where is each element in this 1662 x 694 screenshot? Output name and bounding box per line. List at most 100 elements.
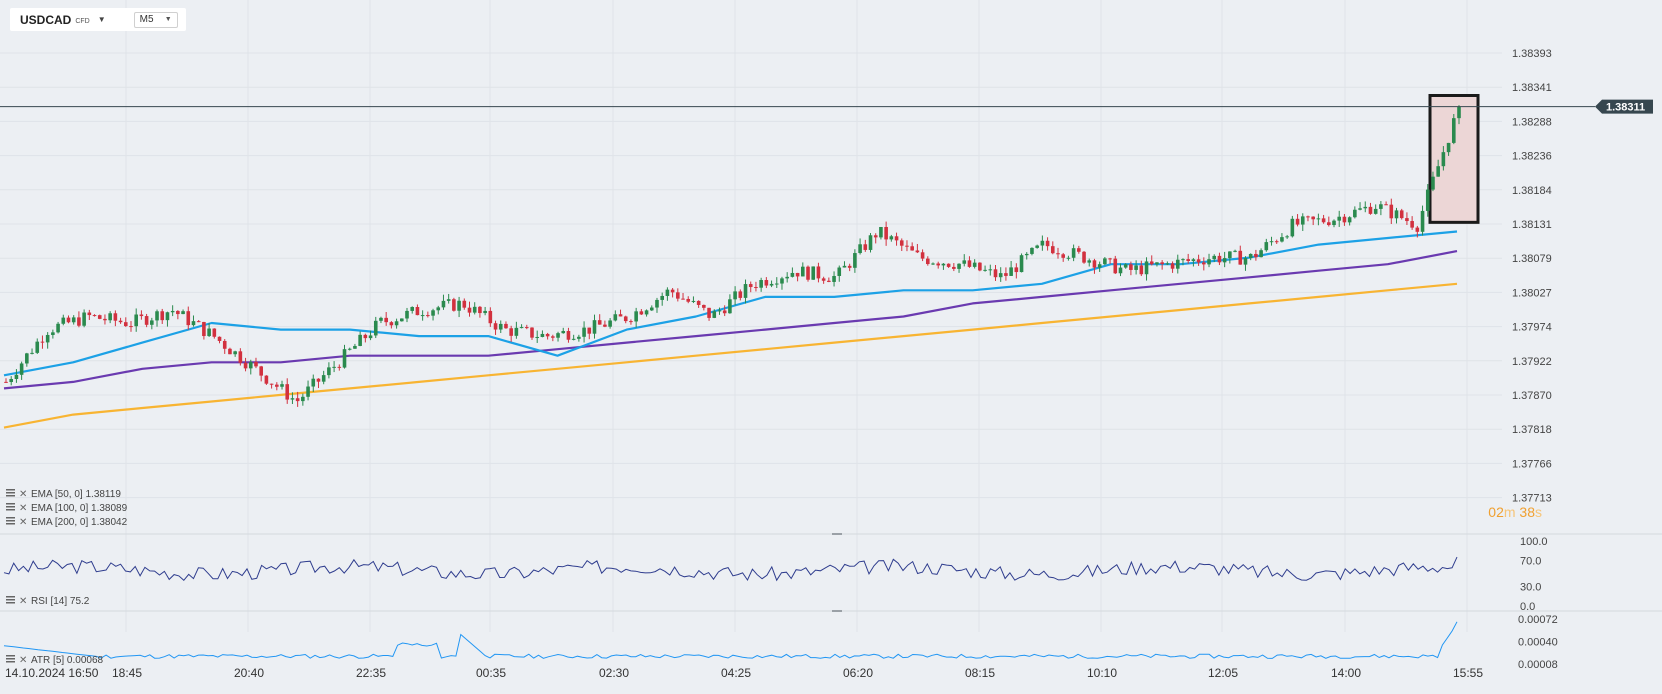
price-tick-label: 1.38341	[1512, 82, 1552, 94]
price-tick-label: 1.38027	[1512, 287, 1552, 299]
candle-body	[316, 378, 321, 382]
candle-body	[884, 226, 888, 240]
countdown-minutes-unit: m	[1503, 504, 1516, 520]
candle-body	[988, 269, 993, 271]
timeframe-select[interactable]: M5 ▼	[133, 11, 178, 28]
candle-body	[1045, 240, 1050, 247]
candle-body	[327, 367, 331, 376]
rsi-tick-label: 100.0	[1520, 536, 1548, 548]
indicator-legend-label: ATR [5] 0.00068	[31, 655, 104, 666]
menu-icon	[6, 523, 15, 525]
candle-body	[1342, 216, 1347, 223]
candle-body	[592, 320, 597, 334]
atr-tick-label: 0.00072	[1518, 614, 1558, 626]
candle-body	[1363, 206, 1368, 209]
candle-body	[535, 336, 540, 338]
candle-body	[139, 314, 144, 317]
candle-body	[728, 299, 732, 314]
candle-body	[1217, 255, 1222, 263]
candle-body	[478, 306, 482, 314]
rsi-tick-label: 0.0	[1520, 601, 1535, 613]
candle-body	[1280, 237, 1284, 242]
menu-icon	[6, 599, 15, 601]
candle-body	[1144, 261, 1149, 275]
price-tick-label: 1.38393	[1512, 48, 1552, 60]
candle-body	[280, 384, 284, 387]
candle-body	[936, 263, 941, 266]
close-icon: ✕	[19, 655, 27, 666]
candle-body	[1285, 236, 1289, 238]
candle-body	[1066, 257, 1071, 259]
price-tick-label: 1.38184	[1512, 185, 1552, 197]
menu-icon	[6, 602, 15, 604]
candle-body	[415, 307, 420, 316]
candle-body	[748, 284, 753, 288]
candle-body	[733, 291, 737, 300]
candle-body	[405, 310, 409, 319]
candle-body	[587, 327, 592, 334]
candle-body	[743, 284, 748, 298]
candle-body	[1134, 265, 1138, 270]
time-tick-label: 04:25	[721, 666, 751, 680]
time-tick-label: 08:15	[965, 666, 995, 680]
candle-body	[649, 307, 654, 311]
candle-body	[191, 321, 196, 326]
symbol-selector[interactable]: USDCAD CFD ▼ M5 ▼	[10, 8, 186, 31]
candle-body	[978, 262, 982, 271]
menu-icon	[6, 658, 15, 660]
close-icon: ✕	[19, 596, 27, 607]
indicator-legend-label: EMA [200, 0] 1.38042	[31, 517, 128, 528]
candle-body	[66, 317, 71, 323]
candle-body	[894, 236, 899, 241]
candle-body	[1019, 255, 1024, 273]
candle-body	[233, 351, 237, 355]
chevron-down-icon[interactable]: ▼	[97, 15, 106, 24]
candle-body	[566, 331, 571, 340]
candle-body	[259, 366, 263, 376]
candle-body	[1186, 259, 1190, 261]
time-tick-label: 12:05	[1208, 666, 1238, 680]
candle-body	[25, 353, 29, 364]
candle-body	[1123, 264, 1128, 268]
grid-lines	[0, 0, 1662, 632]
rsi-line	[3, 556, 1458, 582]
candle-body	[217, 336, 222, 341]
candle-body	[972, 262, 977, 267]
candle-body	[670, 289, 675, 293]
time-tick-label: 00:35	[476, 666, 506, 680]
candle-body	[556, 333, 560, 338]
candle-body	[1436, 166, 1440, 177]
candle-body	[571, 338, 576, 340]
candle-body	[946, 263, 951, 267]
candlestick-series	[4, 105, 1461, 407]
candle-body	[957, 263, 961, 269]
candle-body	[1092, 260, 1097, 268]
candle-body	[1165, 263, 1170, 265]
candle-body	[1014, 267, 1019, 273]
candle-body	[1373, 208, 1378, 214]
candle-body	[962, 260, 967, 264]
candle-body	[1191, 259, 1196, 261]
atr-line	[3, 621, 1458, 659]
candle-body	[665, 289, 670, 296]
candle-body	[498, 323, 503, 330]
candle-body	[702, 304, 706, 308]
candle-body	[30, 352, 34, 354]
candle-body	[1347, 217, 1352, 223]
candle-body	[993, 269, 998, 278]
candle-body	[1321, 218, 1326, 223]
candle-body	[181, 311, 185, 315]
symbol-name[interactable]: USDCAD	[20, 12, 72, 27]
candle-body	[915, 250, 920, 253]
candle-body	[45, 334, 50, 343]
candle-body	[103, 318, 107, 321]
candle-body	[1040, 240, 1045, 246]
candle-body	[155, 311, 159, 321]
candle-body	[347, 348, 352, 350]
candle-body	[847, 265, 852, 268]
candle-body	[1087, 260, 1092, 263]
candle-body	[228, 348, 232, 355]
candle-body	[519, 327, 524, 329]
candle-body	[717, 310, 722, 312]
